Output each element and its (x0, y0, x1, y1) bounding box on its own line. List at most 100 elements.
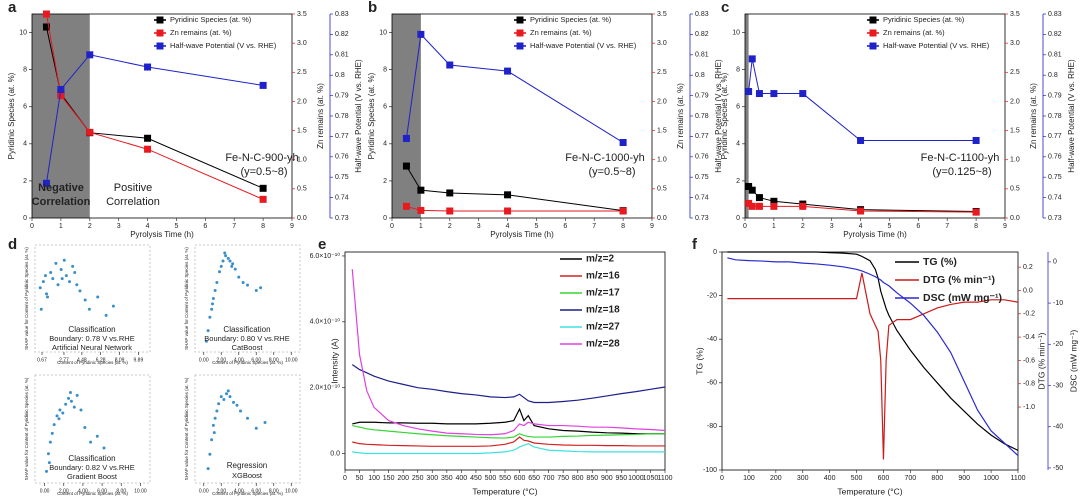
scatter-point (72, 405, 76, 409)
shaded-region (392, 14, 421, 218)
series-line (352, 442, 665, 455)
x-tick-label: 10.00 (134, 488, 147, 494)
y-tick-label: 10 (379, 29, 387, 36)
legend-marker (869, 42, 877, 50)
annotation: CatBoost (232, 343, 264, 352)
legend-label: DSC (mW mg⁻¹) (923, 292, 1002, 304)
x-tick-label: 900 (601, 475, 613, 482)
annotation: Correlation (32, 196, 91, 208)
x-tick-label: 6 (203, 223, 207, 230)
scatter-point (46, 295, 50, 299)
x-axis-label: Pyrolysis Time (h) (490, 230, 554, 239)
legend-label: Half-wave Potential (V vs. RHE) (883, 41, 990, 50)
shaded-region (32, 14, 90, 218)
data-marker (755, 202, 763, 210)
scatter-point (111, 304, 115, 308)
x-axis-label: Temperature (°C) (837, 486, 902, 496)
legend-label: Half-wave Potential (V vs. RHE) (530, 41, 637, 50)
x-axis-label: Content of Pyridinic Species (at. %) (57, 491, 128, 496)
y2-tick-label: 1.5 (297, 127, 307, 134)
scatter-point (213, 416, 217, 420)
scatter-point (48, 440, 52, 444)
data-marker (504, 191, 512, 199)
y-axis-label: TG (%) (694, 347, 704, 375)
data-marker (504, 67, 512, 75)
x-tick-label: 750 (557, 475, 569, 482)
scatter-point (75, 283, 79, 287)
plot-frame (744, 13, 1006, 219)
y2-tick-label: 1.0 (657, 157, 667, 164)
y2-tick-label: 0.5 (297, 186, 307, 193)
y3-axis-label: Half-wave Potential (V vs. RHE) (714, 59, 723, 173)
scatter-point (38, 286, 42, 290)
scatter-point (223, 251, 227, 255)
scatter-point (246, 416, 249, 420)
scatter-point (102, 446, 106, 450)
x-tick-label: 0.00 (199, 488, 209, 494)
plot-frame (721, 251, 1019, 471)
y3-tick-label: 0.82 (335, 31, 349, 38)
y-axis-label: SHAP value for Content of Pyridinic Spec… (184, 247, 189, 350)
scatter-point (246, 283, 249, 287)
annotation: XGBoost (232, 471, 263, 480)
x-tick-label: 1100 (657, 475, 672, 482)
x-tick-label: 7 (592, 223, 596, 230)
plot-frame (31, 13, 293, 219)
legend-label: Zn remains (at. %) (530, 28, 592, 37)
x-tick-label: 8.00 (269, 357, 279, 363)
x-tick-label: 100 (368, 475, 380, 482)
data-marker (446, 189, 454, 197)
y-tick-label: 8 (23, 66, 27, 73)
data-marker (745, 199, 753, 207)
y3-tick-label: -50 (1053, 465, 1063, 472)
scatter-point (232, 400, 235, 404)
x-tick-label: 9.89 (134, 357, 144, 363)
legend-label: Pyridinic Species (at. %) (170, 15, 252, 24)
data-marker (745, 182, 753, 190)
x-tick-label: 3 (117, 223, 121, 230)
x-tick-label: 950 (616, 475, 628, 482)
y3-tick-label: 0.83 (335, 11, 349, 18)
data-marker (619, 139, 627, 147)
plot-frame (34, 374, 151, 484)
x-tick-label: 8.00 (116, 488, 126, 494)
y2-tick-label: 0.5 (657, 186, 667, 193)
data-marker (42, 10, 50, 18)
scatter-point (43, 274, 47, 278)
scatter-point (83, 298, 87, 302)
y-tick-label: 0 (383, 215, 387, 222)
y3-tick-label: 0.79 (335, 92, 349, 99)
annotation: (y=0.5~8) (240, 166, 287, 178)
y3-tick-label: 0.81 (695, 52, 709, 59)
y2-tick-label: -1.0 (1023, 404, 1035, 411)
y-tick-label: 10 (732, 29, 740, 36)
y3-tick-label: -30 (1053, 382, 1063, 389)
scatter-point (49, 271, 53, 275)
y2-tick-label: 3.5 (1010, 11, 1020, 18)
x-tick-label: 450 (470, 475, 482, 482)
x-axis-label: Pyrolysis Time (h) (130, 230, 194, 239)
x-tick-label: 1 (772, 223, 776, 230)
y2-axis-label: DTG (% min⁻¹) (1036, 332, 1046, 389)
data-marker (504, 207, 512, 215)
y-tick-label: 0 (713, 249, 717, 256)
legend-marker (516, 42, 524, 50)
scatter-point (45, 469, 48, 473)
y2-tick-label: 0.5 (1010, 186, 1020, 193)
scatter-point (56, 283, 60, 287)
data-marker (755, 90, 763, 98)
x-tick-label: 0.00 (199, 357, 209, 363)
scatter-point (52, 423, 56, 427)
y2-tick-label: 2.5 (1010, 69, 1020, 76)
data-marker (748, 202, 756, 210)
x-tick-label: 0 (390, 223, 394, 230)
legend-marker (156, 42, 164, 50)
x-tick-label: 600 (878, 475, 890, 482)
legend-label: m/z=28 (586, 339, 620, 350)
y-tick-label: 4 (383, 141, 387, 148)
legend-label: TG (%) (923, 256, 957, 268)
x-tick-label: 4.00 (234, 357, 244, 363)
data-marker (417, 30, 425, 38)
x-tick-label: 6 (916, 223, 920, 230)
y2-tick-label: -0.4 (1023, 334, 1035, 341)
